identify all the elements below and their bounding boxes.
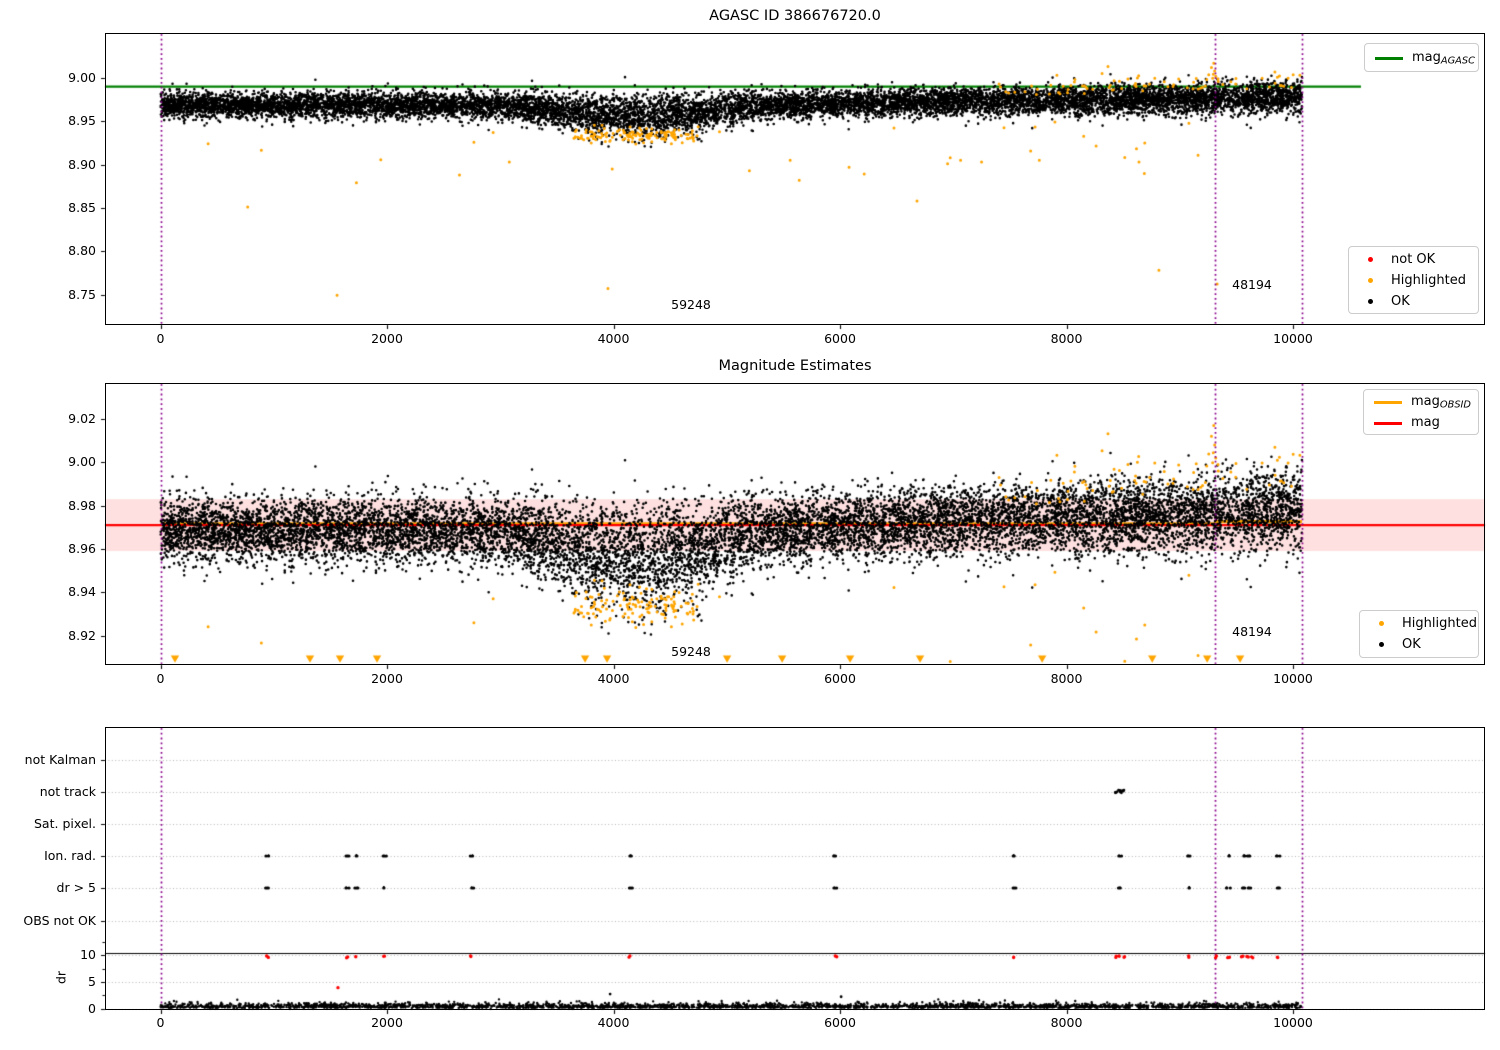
ytick-label: 8.96 bbox=[68, 541, 96, 556]
ytick-label: 8.80 bbox=[68, 243, 96, 258]
highlighted-dot-swatch bbox=[1379, 621, 1384, 626]
highlighted-dot-swatch bbox=[1368, 278, 1373, 283]
xtick-label: 10000 bbox=[1273, 331, 1313, 346]
xtick-label: 0 bbox=[156, 331, 165, 346]
row-label-not-kalman: not Kalman bbox=[24, 752, 96, 767]
xtick-label: 0 bbox=[156, 671, 165, 686]
legend-label: mag bbox=[1411, 415, 1440, 431]
xtick-label: 4000 bbox=[597, 331, 630, 346]
obsid-annotation: 59248 bbox=[671, 297, 711, 312]
legend-row: magAGASC bbox=[1365, 48, 1478, 68]
legend-row: Highlighted bbox=[1360, 613, 1478, 634]
xtick-label: 8000 bbox=[1050, 331, 1083, 346]
xtick-label: 2000 bbox=[371, 671, 403, 686]
row-label-obs-not-ok: OBS not OK bbox=[23, 913, 96, 928]
ytick-label: 8.92 bbox=[68, 628, 96, 643]
legend-row: magOBSID bbox=[1364, 392, 1478, 413]
ytick-label: 9.02 bbox=[68, 411, 96, 426]
dr-tick-label: 0 bbox=[88, 1001, 96, 1016]
legend-row: Highlighted bbox=[1349, 270, 1478, 291]
xtick-label: 10000 bbox=[1273, 671, 1313, 686]
ok-dot-swatch bbox=[1368, 299, 1373, 304]
ytick-label: 8.85 bbox=[68, 200, 96, 215]
mag-obsid-line-swatch bbox=[1374, 401, 1402, 404]
ytick-label: 8.90 bbox=[68, 157, 96, 172]
dr-tick-label: 5 bbox=[88, 974, 96, 989]
obsid-annotation: 48194 bbox=[1232, 277, 1272, 292]
ytick-label: 8.94 bbox=[68, 584, 96, 599]
legend-label: OK bbox=[1402, 637, 1421, 652]
ytick-label: 8.95 bbox=[68, 113, 96, 128]
middle-plot-title: Magnitude Estimates bbox=[718, 358, 872, 374]
obsid-annotation: 59248 bbox=[671, 644, 711, 659]
legend-row: not OK bbox=[1349, 249, 1478, 270]
ytick-label: 9.00 bbox=[68, 70, 96, 85]
legend-label: Highlighted bbox=[1391, 273, 1466, 288]
xtick-label: 0 bbox=[156, 1015, 165, 1030]
not-ok-dot-swatch bbox=[1368, 257, 1373, 262]
legend-markers-top: not OK Highlighted OK bbox=[1348, 246, 1479, 314]
mag-agasc-line-swatch bbox=[1375, 56, 1403, 60]
row-label-sat-pixel: Sat. pixel. bbox=[34, 816, 96, 831]
legend-label: not OK bbox=[1391, 252, 1436, 267]
legend-label: OK bbox=[1391, 294, 1410, 309]
legend-row: mag bbox=[1364, 413, 1478, 434]
legend-label: magAGASC bbox=[1412, 49, 1475, 67]
legend-markers-middle: Highlighted OK bbox=[1359, 610, 1479, 658]
xtick-label: 2000 bbox=[371, 331, 403, 346]
ytick-label: 8.98 bbox=[68, 498, 96, 513]
xtick-label: 10000 bbox=[1273, 1015, 1313, 1030]
row-label-ion-rad: Ion. rad. bbox=[44, 848, 96, 863]
xtick-label: 4000 bbox=[597, 671, 630, 686]
top-plot-title: AGASC ID 386676720.0 bbox=[709, 8, 881, 24]
mag-line-swatch bbox=[1374, 422, 1402, 425]
legend-mag-lines: magOBSID mag bbox=[1363, 389, 1479, 435]
xtick-label: 6000 bbox=[824, 331, 856, 346]
xtick-label: 8000 bbox=[1050, 671, 1083, 686]
legend-label: magOBSID bbox=[1411, 394, 1471, 411]
ytick-label: 8.75 bbox=[68, 287, 96, 302]
obsid-annotation: 48194 bbox=[1232, 624, 1272, 639]
row-label-not-track: not track bbox=[39, 784, 96, 799]
xtick-label: 4000 bbox=[597, 1015, 630, 1030]
legend-row: OK bbox=[1349, 291, 1478, 312]
xtick-label: 2000 bbox=[371, 1015, 403, 1030]
xtick-label: 6000 bbox=[824, 1015, 856, 1030]
xtick-label: 8000 bbox=[1050, 1015, 1083, 1030]
dr-tick-label: 10 bbox=[80, 947, 96, 962]
row-label-dr-gt-5: dr > 5 bbox=[56, 880, 96, 895]
legend-row: OK bbox=[1360, 634, 1478, 655]
legend-label: Highlighted bbox=[1402, 616, 1477, 631]
ok-dot-swatch bbox=[1379, 642, 1384, 647]
ytick-label: 9.00 bbox=[68, 454, 96, 469]
legend-mag-agasc: magAGASC bbox=[1364, 43, 1479, 72]
xtick-label: 6000 bbox=[824, 671, 856, 686]
dr-axis-label: dr bbox=[53, 970, 69, 985]
